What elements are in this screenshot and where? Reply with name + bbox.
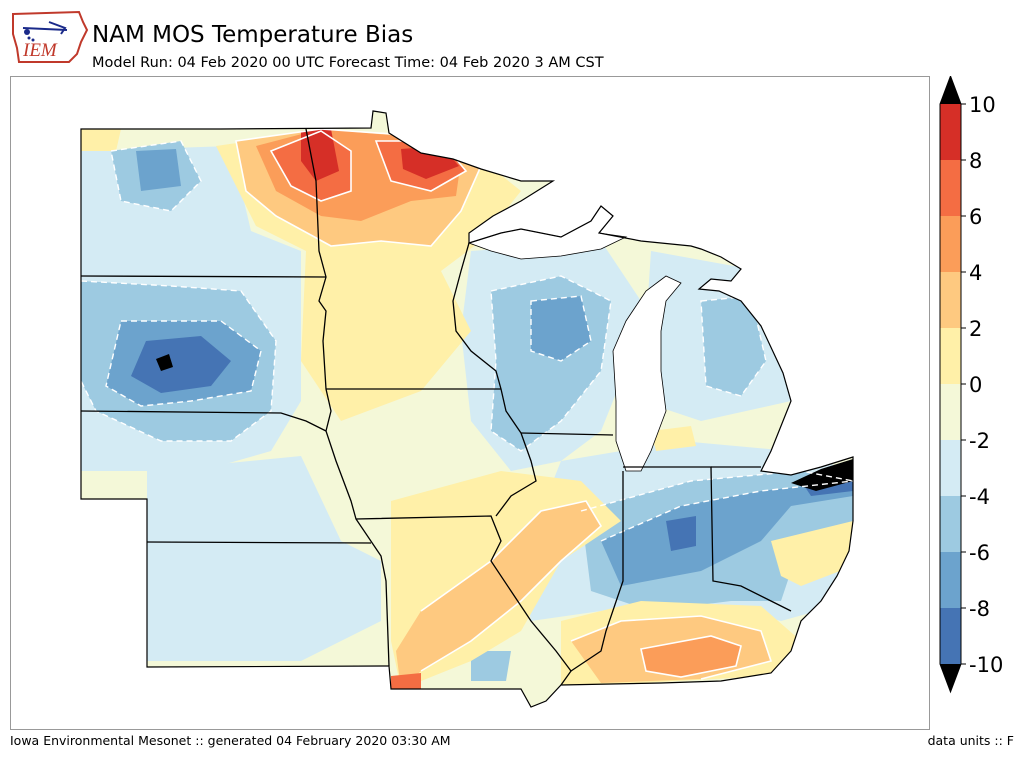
colorbar-tick-label: 0 xyxy=(969,373,982,397)
colorbar-over-arrow xyxy=(940,76,961,104)
colorbar-tick-label: -2 xyxy=(969,429,990,453)
colorbar-tick-label: 10 xyxy=(969,93,996,117)
footer-units: data units :: F xyxy=(927,733,1014,748)
colorbar-tick-label: -6 xyxy=(969,541,990,565)
iowa-outline-icon xyxy=(12,10,89,63)
colorbar-bin xyxy=(940,104,961,160)
colorbar-tick-label: 2 xyxy=(969,317,982,341)
colorbar-bin xyxy=(940,160,961,216)
colorbar-bin xyxy=(940,608,961,664)
state-borders xyxy=(80,128,792,686)
colorbar-tick-label: 6 xyxy=(969,205,982,229)
colorbar-bin xyxy=(940,496,961,552)
map-panel xyxy=(10,76,930,730)
map-title: NAM MOS Temperature Bias xyxy=(92,22,414,48)
temperature-bias-field xyxy=(81,111,853,707)
colorbar-tick-label: -10 xyxy=(969,653,1003,677)
map-subtitle: Model Run: 04 Feb 2020 00 UTC Forecast T… xyxy=(92,55,604,71)
colorbar-bin xyxy=(940,328,961,384)
colorbar-bin xyxy=(940,384,961,440)
colorbar-under-arrow xyxy=(940,664,961,692)
colorbar-bin xyxy=(940,552,961,608)
colorbar-bin xyxy=(940,440,961,496)
colorbar-bin xyxy=(940,272,961,328)
colorbar-bin xyxy=(940,216,961,272)
colorbar-tick-label: 4 xyxy=(969,261,982,285)
colorbar: 10 8 6 4 2 0 -2 -4 -6 -8 -10 xyxy=(935,74,1024,696)
colorbar-tick-label: 8 xyxy=(969,149,982,173)
colorbar-tick-label: -4 xyxy=(969,485,990,509)
colorbar-tick-label: -8 xyxy=(969,597,990,621)
lake-michigan xyxy=(612,275,682,472)
iem-logo: IEM xyxy=(9,8,89,66)
footer-credit: Iowa Environmental Mesonet :: generated … xyxy=(10,733,451,748)
logo-text: IEM xyxy=(22,40,58,61)
